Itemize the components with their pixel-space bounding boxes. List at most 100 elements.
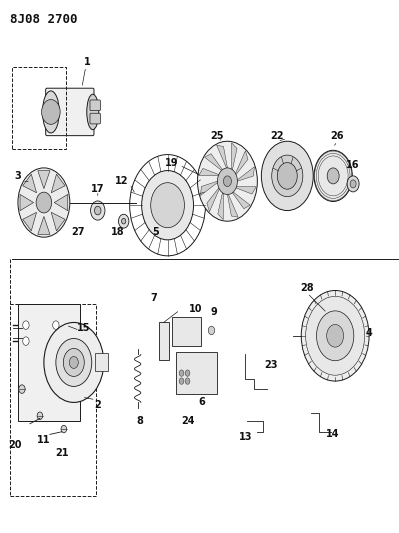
Polygon shape bbox=[51, 174, 65, 193]
Text: 24: 24 bbox=[181, 416, 194, 426]
Text: 15: 15 bbox=[77, 323, 91, 333]
Text: 10: 10 bbox=[189, 304, 202, 314]
Circle shape bbox=[151, 183, 184, 228]
Circle shape bbox=[316, 311, 354, 361]
Polygon shape bbox=[20, 195, 34, 211]
Bar bbox=[172, 317, 201, 346]
Polygon shape bbox=[217, 145, 227, 168]
Text: 20: 20 bbox=[8, 440, 22, 450]
Circle shape bbox=[18, 168, 70, 237]
Circle shape bbox=[44, 322, 104, 402]
Circle shape bbox=[95, 206, 101, 215]
Polygon shape bbox=[23, 174, 37, 193]
Polygon shape bbox=[232, 192, 250, 209]
Circle shape bbox=[350, 180, 356, 188]
Circle shape bbox=[19, 385, 25, 393]
Text: 4: 4 bbox=[366, 328, 372, 338]
Ellipse shape bbox=[87, 94, 99, 130]
Circle shape bbox=[314, 150, 352, 201]
Circle shape bbox=[198, 141, 257, 221]
Circle shape bbox=[23, 321, 29, 329]
Polygon shape bbox=[235, 151, 248, 175]
Circle shape bbox=[261, 141, 313, 211]
Text: 14: 14 bbox=[326, 430, 340, 439]
Circle shape bbox=[69, 357, 78, 368]
Polygon shape bbox=[23, 212, 37, 231]
Text: 16: 16 bbox=[346, 160, 360, 170]
Ellipse shape bbox=[42, 91, 59, 133]
Circle shape bbox=[347, 176, 359, 192]
Bar bbox=[18, 304, 80, 421]
Text: 27: 27 bbox=[71, 227, 85, 237]
Circle shape bbox=[327, 325, 344, 347]
Circle shape bbox=[217, 168, 237, 195]
Text: 22: 22 bbox=[271, 131, 284, 141]
Text: 1: 1 bbox=[84, 58, 90, 67]
Circle shape bbox=[277, 163, 297, 189]
Polygon shape bbox=[51, 212, 65, 231]
Circle shape bbox=[185, 378, 190, 384]
Text: 21: 21 bbox=[55, 448, 69, 458]
Bar bbox=[158, 322, 168, 360]
FancyBboxPatch shape bbox=[90, 113, 101, 124]
Polygon shape bbox=[227, 195, 238, 217]
Bar bbox=[176, 352, 217, 394]
Text: 25: 25 bbox=[211, 131, 224, 141]
Polygon shape bbox=[38, 216, 50, 235]
FancyBboxPatch shape bbox=[90, 100, 101, 111]
Polygon shape bbox=[199, 168, 219, 176]
Circle shape bbox=[185, 370, 190, 376]
Text: 11: 11 bbox=[37, 435, 51, 445]
Text: 8: 8 bbox=[136, 416, 143, 426]
Polygon shape bbox=[231, 143, 237, 169]
Circle shape bbox=[179, 370, 184, 376]
Text: 2: 2 bbox=[95, 400, 101, 410]
Text: 3: 3 bbox=[15, 171, 21, 181]
Polygon shape bbox=[237, 167, 255, 181]
Circle shape bbox=[37, 412, 43, 419]
Bar bbox=[95, 353, 108, 371]
Text: 28: 28 bbox=[300, 283, 314, 293]
Text: 5: 5 bbox=[152, 227, 159, 237]
Circle shape bbox=[56, 338, 92, 386]
Text: 17: 17 bbox=[91, 184, 105, 194]
Circle shape bbox=[63, 349, 84, 376]
Circle shape bbox=[119, 214, 129, 228]
Circle shape bbox=[91, 201, 105, 220]
Polygon shape bbox=[38, 171, 50, 189]
Circle shape bbox=[142, 171, 194, 240]
Circle shape bbox=[306, 296, 365, 375]
Text: 18: 18 bbox=[111, 227, 124, 237]
Text: 13: 13 bbox=[239, 432, 252, 442]
Circle shape bbox=[41, 100, 60, 124]
Circle shape bbox=[61, 425, 67, 433]
Polygon shape bbox=[236, 187, 256, 194]
Bar bbox=[12, 67, 66, 149]
Text: 26: 26 bbox=[330, 131, 344, 141]
Polygon shape bbox=[54, 195, 68, 211]
Polygon shape bbox=[205, 154, 223, 171]
Circle shape bbox=[223, 176, 231, 187]
Circle shape bbox=[122, 219, 126, 224]
Circle shape bbox=[208, 326, 215, 335]
Circle shape bbox=[272, 155, 303, 197]
Bar bbox=[10, 304, 96, 496]
Text: 19: 19 bbox=[165, 158, 178, 167]
Text: 6: 6 bbox=[198, 398, 205, 407]
Circle shape bbox=[23, 337, 29, 345]
Circle shape bbox=[53, 337, 59, 345]
Text: 9: 9 bbox=[210, 307, 217, 317]
Circle shape bbox=[327, 168, 339, 184]
Polygon shape bbox=[200, 181, 217, 196]
Circle shape bbox=[36, 192, 52, 213]
Polygon shape bbox=[207, 188, 219, 212]
Text: 8J08 2700: 8J08 2700 bbox=[10, 13, 77, 26]
Circle shape bbox=[179, 378, 184, 384]
Text: 12: 12 bbox=[115, 176, 128, 186]
Polygon shape bbox=[218, 193, 223, 220]
Circle shape bbox=[301, 290, 369, 381]
FancyBboxPatch shape bbox=[45, 88, 94, 135]
Circle shape bbox=[53, 321, 59, 329]
Text: 23: 23 bbox=[265, 360, 278, 370]
Text: 7: 7 bbox=[150, 294, 157, 303]
